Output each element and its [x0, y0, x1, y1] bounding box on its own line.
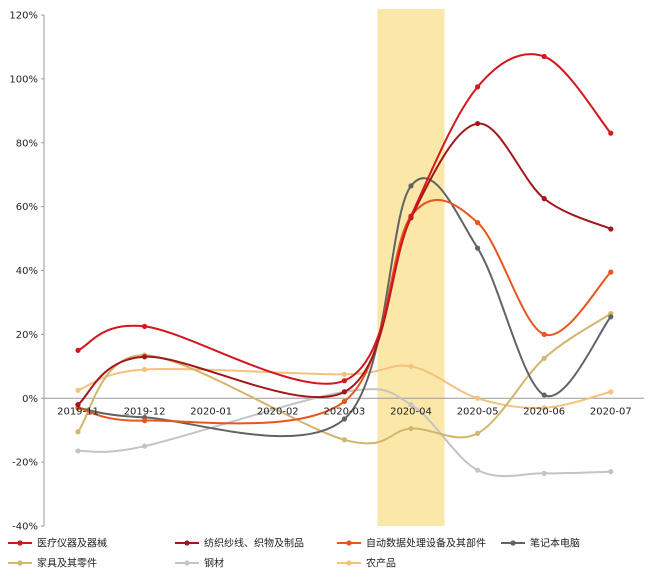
- series: [75, 53, 614, 385]
- legend-item: 农产品: [337, 557, 396, 570]
- data-point: [142, 443, 148, 449]
- series: [75, 311, 614, 445]
- data-point: [142, 366, 148, 373]
- y-tick-label: -40%: [12, 522, 38, 533]
- series-line: [77, 53, 612, 385]
- y-tick-label: -20%: [12, 458, 38, 469]
- legend-label: 医疗仪器及器械: [37, 537, 107, 550]
- series-group: [75, 53, 614, 478]
- data-point: [341, 437, 347, 443]
- data-point: [408, 363, 414, 369]
- legend-marker: [17, 560, 23, 566]
- data-point: [75, 448, 81, 454]
- data-point: [75, 347, 81, 353]
- x-tick-label: 2020-06: [523, 406, 565, 417]
- x-tick-label: 2020-02: [257, 406, 299, 417]
- y-tick-label: 20%: [16, 330, 38, 341]
- legend-item: 笔记本电脑: [501, 537, 580, 550]
- data-point: [341, 398, 347, 405]
- legend-marker: [346, 560, 352, 566]
- series: [75, 120, 614, 408]
- data-point: [341, 416, 347, 422]
- data-point: [142, 354, 148, 360]
- legend-item: 纺织纱线、织物及制品: [175, 537, 304, 550]
- data-point: [475, 84, 481, 90]
- data-point: [608, 130, 614, 136]
- legend-item: 自动数据处理设备及其部件: [337, 537, 486, 550]
- data-point: [341, 378, 347, 384]
- data-point: [541, 405, 547, 411]
- data-point: [541, 196, 547, 202]
- legend-label: 笔记本电脑: [530, 537, 580, 550]
- data-point: [541, 331, 547, 337]
- x-tick-label: 2019-11: [57, 406, 99, 417]
- data-point: [475, 395, 481, 401]
- data-point: [608, 269, 614, 275]
- x-tick-label: 2020-05: [457, 406, 499, 417]
- data-point: [475, 245, 481, 251]
- data-point: [608, 469, 614, 475]
- series-line: [77, 177, 612, 438]
- data-point: [608, 226, 614, 232]
- data-point: [408, 183, 414, 189]
- series-line: [77, 122, 612, 406]
- x-tick-label: 2020-01: [190, 406, 232, 417]
- data-point: [341, 371, 347, 377]
- x-tick-label: 2020-07: [590, 406, 632, 417]
- legend-item: 钢材: [175, 557, 224, 570]
- legend-marker: [184, 560, 190, 566]
- legend-label: 自动数据处理设备及其部件: [366, 537, 486, 550]
- y-tick-label: 100%: [9, 74, 38, 85]
- data-point: [408, 213, 414, 219]
- data-point: [75, 402, 81, 408]
- data-point: [475, 120, 481, 127]
- y-tick-label: 60%: [16, 202, 38, 213]
- data-point: [608, 314, 614, 320]
- legend-item: 家具及其零件: [8, 557, 97, 570]
- legend-label: 纺织纱线、织物及制品: [204, 537, 304, 550]
- data-point: [475, 430, 481, 436]
- data-point: [142, 323, 148, 329]
- legend-marker: [184, 540, 190, 546]
- y-tick-label: 80%: [16, 138, 38, 149]
- highlight-band: [377, 9, 445, 526]
- data-point: [408, 425, 414, 432]
- x-tick-label: 2019-12: [124, 406, 166, 417]
- data-point: [475, 467, 481, 473]
- legend-label: 家具及其零件: [37, 557, 97, 570]
- x-tick-label: 2020-04: [390, 406, 432, 417]
- y-tick-label: 120%: [9, 11, 38, 22]
- data-point: [341, 389, 347, 395]
- data-point: [75, 429, 81, 435]
- data-point: [541, 392, 547, 398]
- data-point: [408, 402, 414, 408]
- data-point: [541, 53, 547, 60]
- legend-label: 钢材: [204, 557, 224, 570]
- legend-item: 医疗仪器及器械: [8, 537, 107, 550]
- data-point: [541, 470, 547, 476]
- x-tick-label: 2020-03: [324, 406, 366, 417]
- data-point: [608, 389, 614, 395]
- series: [75, 363, 614, 411]
- series: [75, 177, 614, 438]
- data-point: [475, 219, 481, 226]
- legend-label: 农产品: [366, 557, 396, 570]
- data-point: [142, 418, 148, 424]
- data-point: [541, 355, 547, 361]
- y-tick-label: 40%: [16, 266, 38, 277]
- legend-marker: [346, 540, 352, 546]
- legend-marker: [510, 540, 516, 546]
- data-point: [75, 387, 81, 393]
- y-tick-label: 0%: [22, 394, 38, 405]
- legend-marker: [17, 540, 23, 546]
